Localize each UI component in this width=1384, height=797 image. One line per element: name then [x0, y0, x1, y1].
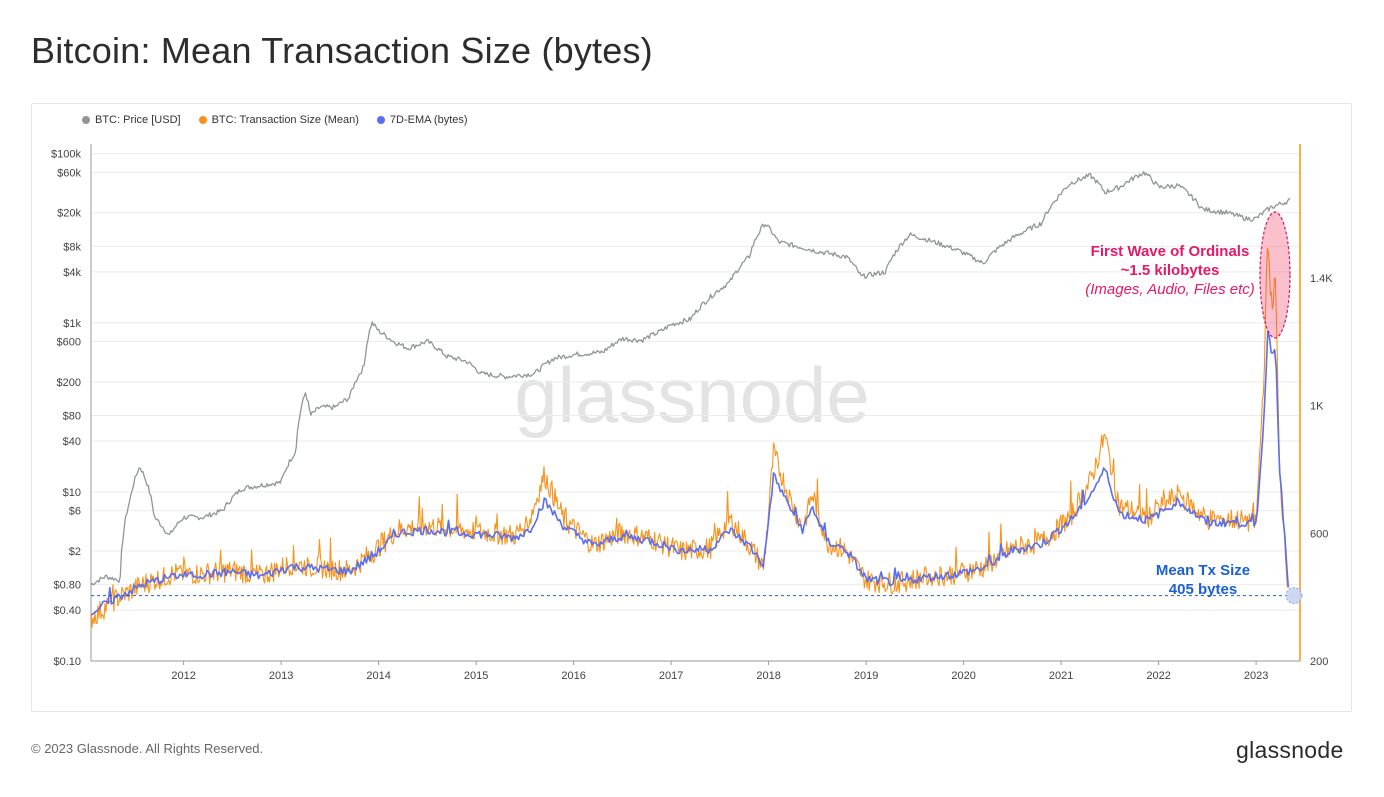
left-tick-label: $6	[69, 506, 81, 518]
right-axis: 200 600 1K 1.4K	[1299, 144, 1333, 668]
x-tick-label: 2013	[269, 670, 293, 682]
left-tick-label: $1k	[63, 318, 81, 330]
left-tick-label: $200	[57, 377, 81, 389]
left-tick-label: $20k	[57, 208, 81, 220]
legend-item-tx-size[interactable]: BTC: Transaction Size (Mean)	[198, 114, 359, 126]
x-tick-label: 2015	[464, 670, 488, 682]
x-tick-label: 2012	[171, 670, 195, 682]
x-tick-label: 2018	[756, 670, 780, 682]
x-tick-label: 2023	[1244, 670, 1268, 682]
left-tick-label: $80	[63, 411, 81, 423]
series-layer	[90, 170, 1303, 628]
left-tick-label: $60k	[57, 167, 81, 179]
left-tick-label: $4k	[63, 267, 81, 279]
page-title: Bitcoin: Mean Transaction Size (bytes)	[31, 30, 653, 71]
left-tick-label: $0.80	[53, 580, 81, 592]
chart-svg: glassnode $100k $60k $20k $8k $4k $1k $600 $200…	[51, 144, 1333, 682]
legend-ema-dot	[376, 116, 385, 124]
left-tick-label: $0.10	[53, 656, 81, 668]
mean-size-marker	[1285, 587, 1303, 605]
left-tick-label: $0.40	[53, 605, 81, 617]
mean-size-annotation-title: Mean Tx Size	[1156, 562, 1250, 579]
legend-tx-size-label: BTC: Transaction Size (Mean)	[211, 114, 359, 126]
footer-copyright: © 2023 Glassnode. All Rights Reserved.	[31, 741, 264, 756]
footer-logo: glassnode	[1236, 737, 1344, 763]
annotation-layer: First Wave of Ordinals ~1.5 kilobytes (I…	[1085, 211, 1291, 598]
ordinals-highlight-ellipse	[1259, 211, 1291, 339]
x-tick-label: 2014	[366, 670, 390, 682]
tx-size-series-line	[90, 247, 1289, 628]
left-tick-label: $10	[63, 487, 81, 499]
price-series-line	[90, 170, 1291, 586]
legend-price-label: BTC: Price [USD]	[95, 114, 181, 126]
left-tick-label: $100k	[51, 149, 81, 161]
mean-size-annotation-value: 405 bytes	[1169, 581, 1237, 598]
ordinals-annotation-detail: (Images, Audio, Files etc)	[1085, 281, 1255, 298]
x-tick-label: 2020	[951, 670, 975, 682]
left-tick-label: $600	[57, 337, 81, 349]
chart-card: BTC: Price [USD] BTC: Transaction Size (…	[31, 103, 1352, 712]
legend-ema-label: 7D-EMA (bytes)	[389, 114, 468, 126]
legend-price-dot	[82, 116, 90, 124]
left-tick-label: $8k	[63, 241, 81, 253]
ema-series-line	[90, 330, 1290, 616]
x-axis: 2012 2013 2014 2015 2016 2017 2018 2019 2020 2021…	[91, 660, 1300, 682]
legend-item-price[interactable]: BTC: Price [USD]	[82, 114, 181, 126]
left-tick-label: $40	[63, 436, 81, 448]
left-tick-label: $2	[69, 546, 81, 558]
x-tick-label: 2016	[561, 670, 585, 682]
right-tick-label: 1.4K	[1310, 273, 1333, 285]
x-tick-label: 2021	[1049, 670, 1073, 682]
left-axis: $100k $60k $20k $8k $4k $1k $600 $200 $80 $40 $10 $…	[51, 144, 92, 668]
right-tick-label: 200	[1310, 656, 1328, 668]
x-tick-label: 2022	[1146, 670, 1170, 682]
watermark-text: glassnode	[514, 351, 870, 439]
right-tick-label: 600	[1310, 528, 1328, 540]
right-tick-label: 1K	[1310, 401, 1324, 413]
ordinals-annotation-title: First Wave of Ordinals	[1091, 243, 1250, 260]
ordinals-annotation-size: ~1.5 kilobytes	[1121, 262, 1220, 279]
x-tick-label: 2017	[659, 670, 683, 682]
legend-item-ema[interactable]: 7D-EMA (bytes)	[376, 114, 468, 126]
chart-legend: BTC: Price [USD] BTC: Transaction Size (…	[82, 114, 468, 126]
x-tick-label: 2019	[854, 670, 878, 682]
legend-tx-size-dot	[198, 116, 207, 124]
